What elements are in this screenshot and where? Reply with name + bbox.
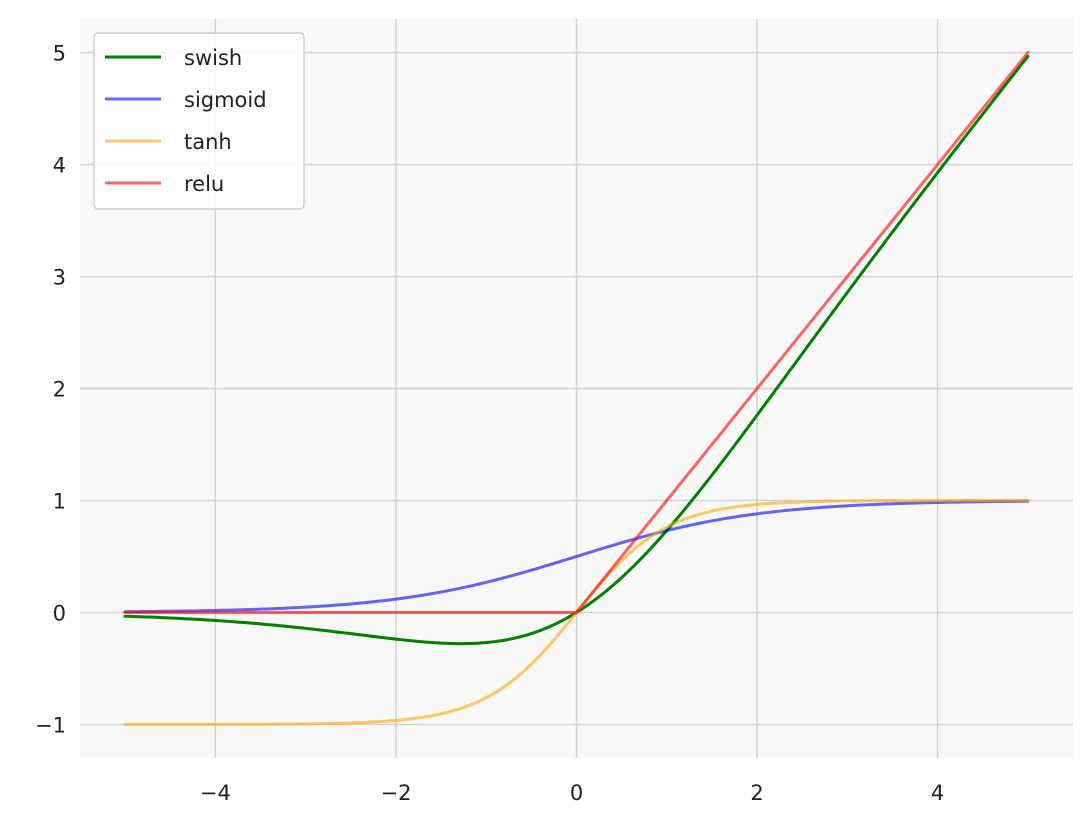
legend-label-sigmoid: sigmoid <box>184 88 267 112</box>
y-tick-label: 4 <box>53 154 66 178</box>
x-axis-tick-labels: −4 −2 0 2 4 <box>200 781 944 805</box>
series-line-sigmoid <box>123 499 1030 614</box>
legend-label-tanh: tanh <box>184 130 232 154</box>
legend-label-swish: swish <box>184 46 242 70</box>
y-axis-tick-labels: −1 0 1 2 3 4 5 <box>35 42 66 738</box>
legend: swish sigmoid tanh relu <box>93 32 305 210</box>
y-tick-label: −1 <box>35 713 66 737</box>
y-tick-label: 2 <box>53 378 66 402</box>
grid <box>80 19 1073 758</box>
y-tick-label: 0 <box>53 601 66 625</box>
y-tick-label: 5 <box>53 42 66 66</box>
series-line-relu <box>123 51 1030 614</box>
x-tick-label: −2 <box>380 781 411 805</box>
series-lines <box>123 51 1030 726</box>
x-tick-label: 2 <box>750 781 763 805</box>
x-tick-label: 0 <box>570 781 583 805</box>
y-tick-label: 3 <box>53 266 66 290</box>
x-tick-label: −4 <box>200 781 231 805</box>
legend-frame <box>93 32 305 210</box>
y-tick-label: 1 <box>53 489 66 513</box>
legend-label-relu: relu <box>184 172 224 196</box>
x-tick-label: 4 <box>931 781 944 805</box>
